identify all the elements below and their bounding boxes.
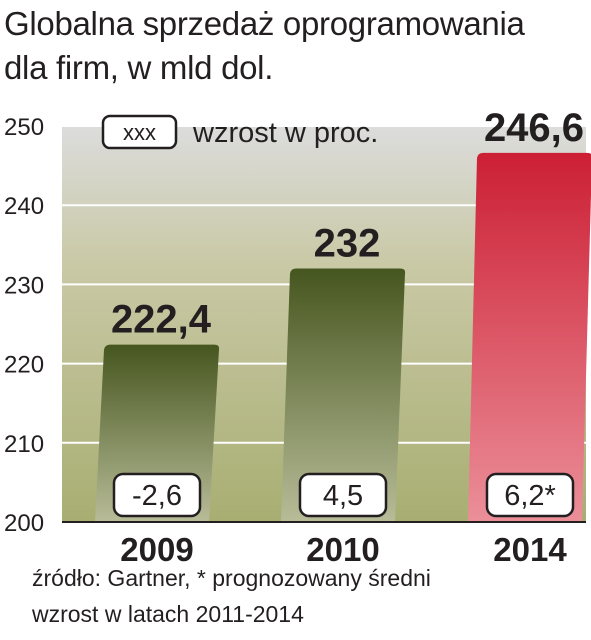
- x-tick-label: 2014: [493, 531, 567, 568]
- growth-box: [485, 472, 575, 518]
- y-tick-label: 230: [4, 272, 44, 299]
- title-line-2: dla firm, w mld dol.: [4, 49, 274, 86]
- growth-box: [112, 472, 202, 518]
- x-tick-label: 2009: [120, 531, 193, 568]
- bar-2010: [281, 268, 406, 522]
- growth-label: 4,5: [323, 480, 363, 512]
- value-label: 232: [314, 222, 381, 266]
- legend: xxx wzrost w proc.: [101, 114, 378, 150]
- y-tick-label: 200: [4, 510, 44, 537]
- legend-text: wzrost w proc.: [192, 117, 378, 149]
- growth-label: 6,2*: [504, 480, 556, 512]
- chart-title: Globalna sprzedaż oprogramowania dla fir…: [4, 2, 525, 90]
- legend-box: [101, 114, 178, 150]
- value-label: 222,4: [111, 298, 212, 342]
- y-tick-label: 250: [4, 114, 44, 141]
- title-line-1: Globalna sprzedaż oprogramowania: [4, 5, 525, 42]
- source-line-2: wzrost w latach 2011-2014: [32, 601, 304, 627]
- y-tick-label: 240: [4, 193, 44, 220]
- source-note: źródło: Gartner, * prognozowany średni w…: [32, 560, 431, 632]
- value-label: 246,6: [484, 106, 584, 150]
- legend-box-label: xxx: [123, 120, 156, 145]
- growth-label: -2,6: [132, 480, 182, 512]
- x-tick-label: 2010: [306, 531, 379, 568]
- bar-2014: [468, 152, 591, 522]
- growth-box: [298, 472, 388, 518]
- y-tick-label: 210: [4, 431, 44, 458]
- source-line-1: źródło: Gartner, * prognozowany średni: [32, 565, 431, 591]
- y-tick-label: 220: [4, 352, 44, 379]
- labels: 200 210 220 230 240 250 222,4 -2,6 2009 232 4,5 201…: [4, 106, 584, 568]
